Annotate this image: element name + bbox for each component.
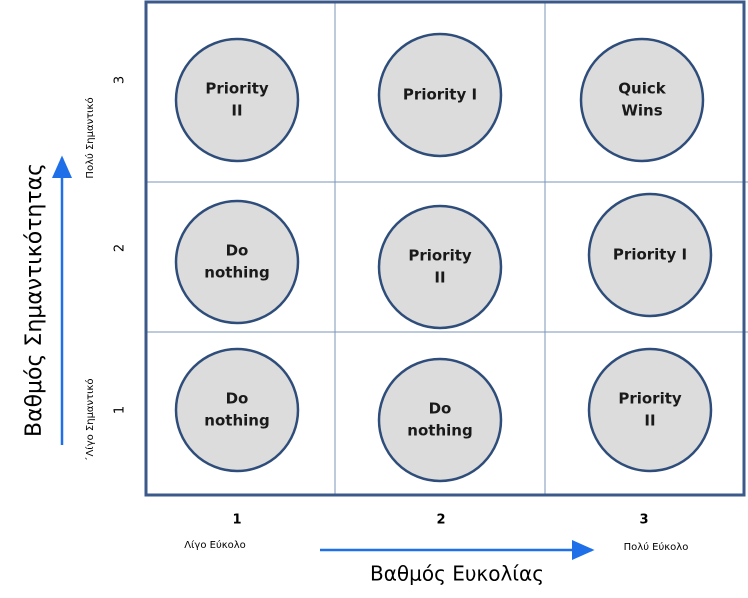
cell-circle	[377, 357, 503, 483]
cell-circle	[174, 199, 300, 325]
x-high-label: Πολύ Εύκολο	[624, 541, 689, 553]
y-high-label: Πολύ Σημαντικό	[84, 97, 96, 178]
x-tick-label: 2	[436, 513, 445, 528]
y-tick-label: 3	[113, 76, 128, 84]
cell-circle	[579, 37, 705, 163]
cell-circle	[174, 347, 300, 473]
cell-label: Quick	[618, 80, 666, 98]
x-axis-title: Βαθμός Ευκολίας	[370, 562, 544, 586]
cell-circle	[174, 37, 300, 163]
cell-circle	[587, 347, 713, 473]
x-low-label: Λίγο Εύκολο	[184, 539, 246, 551]
cell-label: Priority	[408, 247, 472, 265]
cell-label: Do	[226, 242, 249, 260]
cell-label: II	[231, 102, 242, 120]
y-low-label: ΄Λίγο Σημαντικό	[84, 378, 96, 461]
y-tick-label: 1	[113, 406, 128, 414]
cell-label: Priority I	[403, 86, 477, 104]
cell-circle	[377, 204, 503, 330]
y-tick-label: 2	[113, 244, 128, 252]
x-tick-label: 1	[232, 513, 241, 528]
cell-label: Do	[226, 390, 249, 408]
cell-label: II	[644, 412, 655, 430]
x-tick-label: 3	[639, 513, 648, 528]
cell-label: nothing	[204, 264, 269, 282]
cell-label: II	[434, 269, 445, 287]
cell-label: Do	[429, 400, 452, 418]
cell-label: Priority	[618, 390, 682, 408]
y-axis-title: Βαθμός Σημαντικότητας	[22, 163, 47, 437]
grid	[145, 2, 748, 495]
cell-label: Wins	[621, 102, 662, 120]
cell-circle	[587, 192, 713, 318]
cell-label: Priority	[205, 80, 269, 98]
cell-label: nothing	[204, 412, 269, 430]
cell-label: nothing	[407, 422, 472, 440]
cell-circle	[377, 32, 503, 158]
matrix-frame	[144, 0, 746, 497]
cell-label: Priority I	[613, 246, 687, 264]
